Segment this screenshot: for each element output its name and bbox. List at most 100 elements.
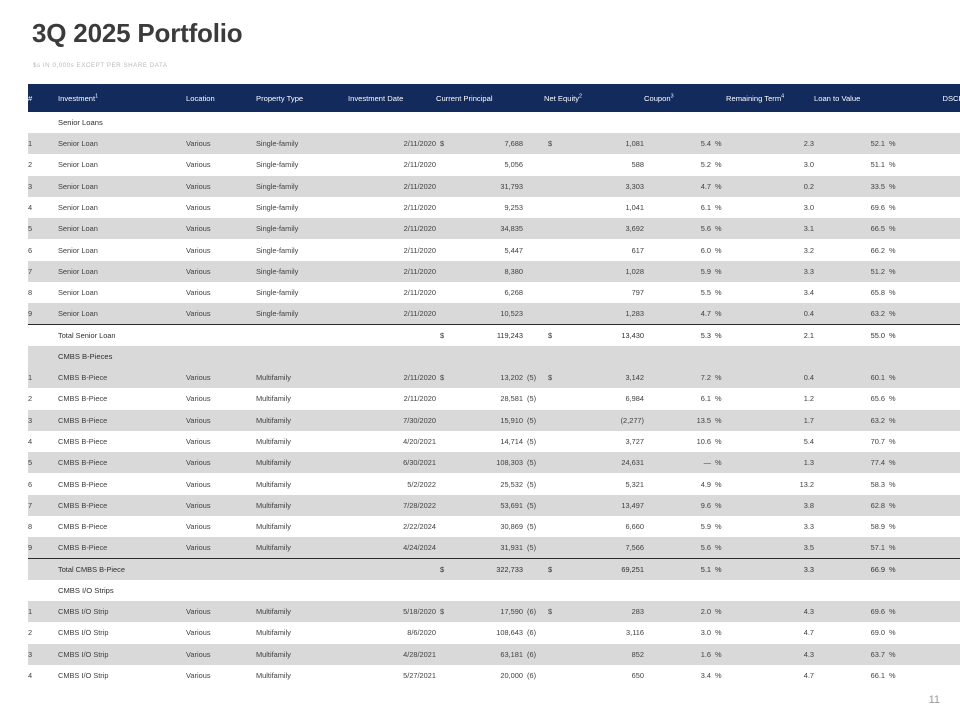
net-equity: $1,081 [544,133,644,154]
table-row[interactable]: 8 CMBS B-Piece Various Multifamily 2/22/2024… [28,516,960,538]
table-row[interactable]: 3 CMBS B-Piece Various Multifamily 7/30/2020… [28,409,960,431]
total-dscr [900,558,960,580]
figure: 2.0 [700,607,711,617]
investment-date: 8/6/2020 [407,628,436,638]
investment-name: Senior Loan [58,224,98,234]
investment-name: Senior Loan [58,266,98,276]
figure: 20,000 [500,670,523,680]
figure: 8,380 [504,266,524,276]
percent-sign: % [889,245,896,255]
investment-date: 5/27/2021 [403,670,436,680]
table-row[interactable]: 5 CMBS B-Piece Various Multifamily 6/30/2021… [28,452,960,474]
table-row[interactable]: 1 CMBS I/O Strip Various Multifamily 5/18/20… [28,600,960,623]
coupon: 9.6% [644,495,726,516]
footnote-marker: (6) [527,670,537,680]
percent-sign: % [715,437,722,446]
table-row[interactable]: 6 CMBS B-Piece Various Multifamily 5/2/2022 2… [28,473,960,495]
current-principal: 14,714 (5) [436,431,544,452]
percent-sign: % [889,203,896,213]
total-label: Total Senior Loan [58,324,186,346]
total-net-equity-value: $13,430 [544,331,644,340]
figure: 6.1 [700,203,711,213]
table-row[interactable]: 3 CMBS I/O Strip Various Multifamily 4/28/20… [28,643,960,665]
row-index: 1 [28,373,33,383]
figure: 31,793 [500,181,523,191]
dscr [900,601,960,622]
table-row[interactable]: 2 CMBS B-Piece Various Multifamily 2/11/2020… [28,388,960,410]
table-row[interactable]: 7 Senior Loan Various Single-family 2/11/202… [28,260,960,283]
table-row[interactable]: 3 Senior Loan Various Single-family 2/11/202… [28,175,960,197]
page-title: 3Q 2025 Portfolio [32,18,243,48]
dscr [900,622,960,643]
current-principal: 31,931 (5) [436,537,544,558]
figure: 66.9 [870,565,885,575]
footnote-marker: (5) [527,479,537,489]
table-row[interactable]: 2 CMBS I/O Strip Various Multifamily 8/6/202… [28,622,960,644]
loan-to-value: 77.4% [814,452,900,473]
current-principal-value: 34,835 [436,224,544,233]
coupon: 6.0% [644,239,726,260]
table-row[interactable]: 1 Senior Loan Various Single-family 2/11/202… [28,133,960,155]
investment-name: Senior Loan [58,203,98,213]
dscr [900,516,960,537]
column-header-investment-label: Investment [58,93,96,103]
net-equity: 13,497 [544,495,644,516]
investment-name: CMBS B-Piece [58,394,108,404]
loan-to-value: 60.1% [814,367,900,388]
loan-to-value: 66.1% [814,665,900,686]
loan-to-value: 65.6% [814,388,900,409]
loan-to-value-value: 60.1% [871,373,900,382]
net-equity: 3,692 [544,218,645,239]
loan-to-value: 65.8% [814,282,900,303]
table-row[interactable]: 6 Senior Loan Various Single-family 2/11/202… [28,239,960,261]
table-row[interactable]: 9 CMBS B-Piece Various Multifamily 4/24/2024… [28,537,960,559]
currency-symbol: $ [548,139,553,149]
property-type: Multifamily [256,522,291,532]
table-row[interactable]: 7 CMBS B-Piece Various Multifamily 7/28/2022… [28,494,960,517]
table-row[interactable]: 8 Senior Loan Various Single-family 2/11/202… [28,282,960,304]
figure: 588 [631,160,644,170]
portfolio-table: # Investment1 Location Property Type Inv… [28,84,960,687]
figure: 51.2 [870,266,885,276]
figure: 1,283 [625,309,645,319]
property-type: Multifamily [256,394,291,404]
table-row[interactable]: 4 CMBS B-Piece Various Multifamily 4/20/2021… [28,430,960,453]
current-principal-value: 108,643 (6) [436,628,544,637]
loan-to-value-value: 58.9% [871,522,900,531]
figure: 3,692 [625,224,645,234]
footnote-marker: (5) [527,500,537,510]
figure: 6,660 [625,522,645,532]
net-equity: 852 [544,644,644,665]
total-property-type [256,324,348,346]
net-equity: 1,041 [544,197,645,218]
table-row[interactable]: 1 CMBS B-Piece Various Multifamily 2/11/2020… [28,366,960,389]
investment-date: 2/11/2020 [403,160,436,170]
coupon: 1.6% [644,644,726,665]
net-equity: 6,984 [544,388,645,409]
figure: 66.1 [870,670,885,680]
coupon-value: 4.7% [701,309,726,318]
net-equity-value: 3,303 [544,182,645,191]
loan-to-value-value: 77.4% [871,458,900,467]
coupon-value: 13.5% [697,416,726,425]
row-index: 4 [28,203,33,213]
net-equity-value: 6,660 [544,522,645,532]
section-heading-label: CMBS B-Pieces [58,351,113,361]
loan-to-value: 51.1% [814,154,900,175]
current-principal: 6,268 [436,282,544,303]
currency-symbol: $ [548,331,553,341]
total-investment-date [348,558,436,580]
table-row[interactable]: 5 Senior Loan Various Single-family 2/11/202… [28,218,960,240]
table-row[interactable]: 4 Senior Loan Various Single-family 2/11/202… [28,196,960,219]
total-dscr [900,324,960,346]
loan-to-value-value: 52.1% [871,139,900,148]
section-heading-row: Senior Loans [28,112,960,133]
table-row[interactable]: 4 CMBS I/O Strip Various Multifamily 5/27/20… [28,664,960,687]
location: Various [186,458,211,468]
current-principal-value: 53,691 (5) [436,501,544,510]
row-index: 3 [28,415,33,425]
percent-sign: % [889,500,896,510]
coupon: 3.0% [644,622,726,643]
table-row[interactable]: 9 Senior Loan Various Single-family 2/11/202… [28,303,960,325]
table-row[interactable]: 2 Senior Loan Various Single-family 2/11/202… [28,154,960,176]
